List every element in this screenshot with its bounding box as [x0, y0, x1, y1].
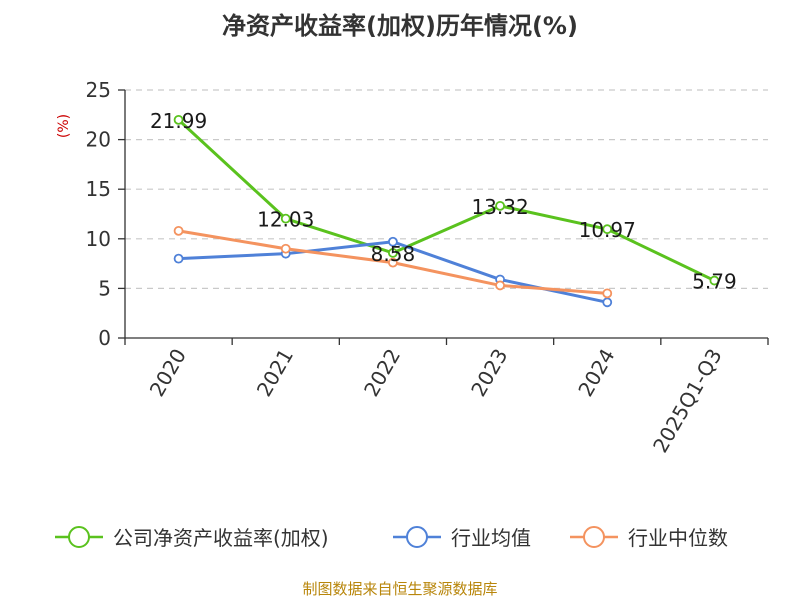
- chart-title: 净资产收益率(加权)历年情况(%): [222, 12, 578, 40]
- x-tick-label: 2025Q1-Q3: [648, 345, 727, 457]
- y-tick-label: 10: [86, 227, 111, 251]
- legend-label: 公司净资产收益率(加权): [113, 526, 329, 550]
- legend-label: 行业均值: [451, 526, 531, 550]
- gridlines: [125, 89, 768, 289]
- series-point: [495, 200, 505, 211]
- data-source-note: 制图数据来自恒生聚源数据库: [302, 580, 497, 598]
- legend-label: 行业中位数: [628, 526, 728, 550]
- series-point: [173, 114, 184, 125]
- legend-marker: [68, 526, 90, 548]
- x-tick-label: 2024: [573, 345, 619, 401]
- series-line: [177, 118, 716, 282]
- legend-item[interactable]: 公司净资产收益率(加权): [55, 526, 329, 550]
- y-axis-unit: (%): [56, 114, 72, 138]
- series-point: [173, 225, 184, 236]
- series-point: [602, 288, 613, 299]
- series-lines: [173, 114, 720, 308]
- data-label: 8.58: [371, 242, 416, 266]
- series-point: [173, 253, 184, 264]
- data-label: 10.97: [579, 218, 636, 242]
- legend-item[interactable]: 行业中位数: [570, 526, 728, 550]
- legend-marker: [406, 526, 428, 548]
- series-point: [709, 275, 720, 286]
- x-tick-label: 2021: [252, 345, 298, 401]
- legend-item[interactable]: 行业均值: [393, 526, 531, 550]
- axes: 0 5 10 15 20 25 2020 2021 2022 2023 2024 2025Q1-Q3: [86, 78, 769, 457]
- data-label: 12.03: [257, 208, 314, 232]
- y-tick-label: 15: [86, 177, 111, 201]
- series-point: [388, 247, 398, 258]
- data-label: 13.32: [471, 195, 528, 219]
- legend-marker: [583, 526, 605, 548]
- x-tick-label: 2023: [466, 345, 512, 401]
- data-labels: 21.99 12.03 8.58 13.32 10.97 5.79: [150, 109, 737, 294]
- y-tick-label: 25: [86, 78, 111, 102]
- legend[interactable]: 公司净资产收益率(加权) 行业均值 行业中位数: [55, 526, 728, 550]
- x-tick-label: 2020: [145, 345, 191, 401]
- y-tick-label: 20: [86, 128, 111, 152]
- series-point: [495, 280, 505, 291]
- y-tick-label: 0: [98, 326, 111, 350]
- series-point: [280, 213, 291, 224]
- series-point: [602, 297, 613, 308]
- data-label: 5.79: [692, 270, 737, 294]
- x-tick-label: 2022: [359, 345, 405, 401]
- series-point: [602, 224, 613, 235]
- data-label: 21.99: [150, 109, 207, 133]
- y-tick-label: 5: [98, 276, 111, 300]
- series-point: [280, 243, 291, 254]
- series-point: [388, 236, 398, 247]
- series-point: [388, 257, 398, 268]
